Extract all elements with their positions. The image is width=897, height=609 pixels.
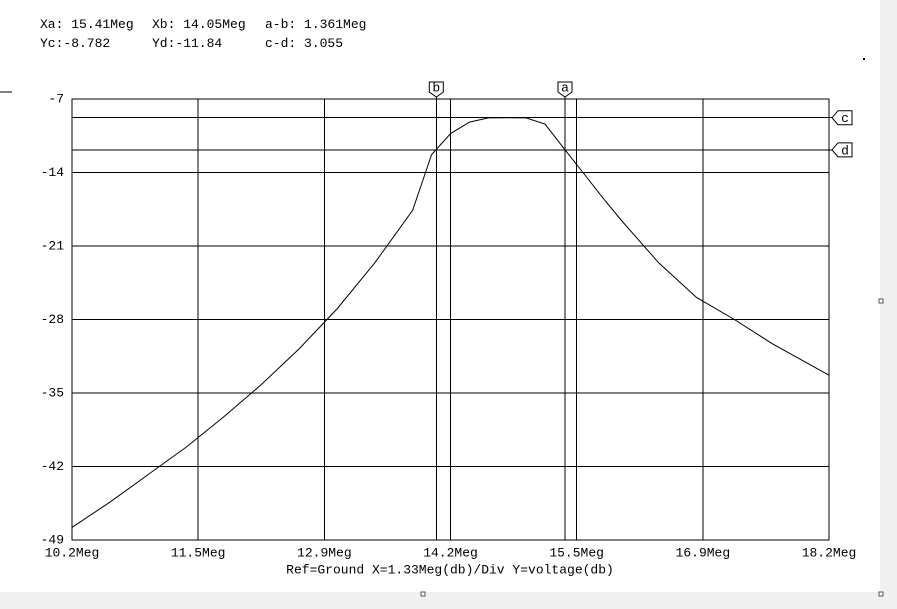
readout-label: Xb: [152, 17, 175, 32]
x-tick-label: 12.9Meg [297, 545, 352, 560]
readout-label: Yc: [40, 36, 63, 51]
resize-handle[interactable] [878, 591, 884, 597]
cursor-flag [831, 142, 853, 158]
resize-handle[interactable] [420, 591, 426, 597]
cursor-flag [557, 81, 573, 98]
y-tick-label: -28 [41, 312, 64, 327]
y-tick-label: -49 [41, 532, 64, 547]
y-tick-label: -35 [41, 385, 64, 400]
readout-value: 15.41Meg [71, 17, 133, 32]
x-tick-label: 14.2Meg [423, 545, 478, 560]
x-axis-label: Ref=Ground X=1.33Meg(db)/Div Y=voltage(d… [286, 562, 614, 577]
readout-label: a-b: [265, 17, 296, 32]
x-tick-label: 11.5Meg [171, 545, 226, 560]
readout-value: 14.05Meg [183, 17, 245, 32]
readout: Yd:-11.84 [152, 36, 222, 51]
cursor-flag [831, 110, 853, 126]
y-tick-label: -42 [41, 459, 64, 474]
x-tick-label: 18.2Meg [802, 545, 857, 560]
cursor-name: c [841, 111, 849, 126]
readout-label: c-d: [265, 36, 296, 51]
readout: Yc:-8.782 [40, 36, 110, 51]
readout-label: Yd: [152, 36, 175, 51]
cursor-name: b [432, 80, 440, 95]
readout: Xb: 14.05Meg [152, 17, 246, 32]
y-tick-label: -21 [41, 238, 65, 253]
readout-value: 1.361Meg [304, 17, 366, 32]
y-tick-label: -14 [41, 165, 65, 180]
readout-value: -11.84 [175, 36, 222, 51]
x-tick-label: 15.5Meg [549, 545, 604, 560]
readout: c-d: 3.055 [265, 36, 343, 51]
x-tick-label: 10.2Meg [45, 545, 100, 560]
readout-label: Xa: [40, 17, 63, 32]
cursor-flag [428, 81, 444, 98]
readout: Xa: 15.41Meg [40, 17, 134, 32]
y-tick-label: -7 [48, 91, 64, 106]
readout: a-b: 1.361Meg [265, 17, 366, 32]
dot [863, 58, 865, 60]
readout-value: 3.055 [304, 36, 343, 51]
x-tick-label: 16.9Meg [676, 545, 731, 560]
cursor-name: d [841, 143, 849, 158]
resize-handle[interactable] [878, 298, 884, 304]
cursor-name: a [561, 80, 569, 95]
readout-value: -8.782 [63, 36, 110, 51]
